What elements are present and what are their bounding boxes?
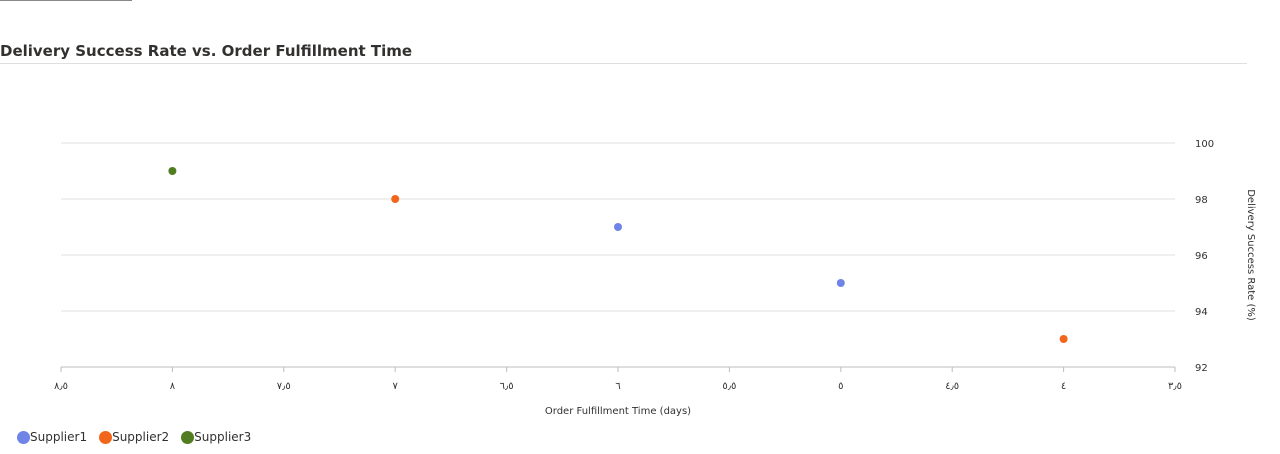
x-tick-label: ٤٫٥ bbox=[945, 381, 959, 392]
y-tick-label: 96 bbox=[1195, 251, 1208, 262]
legend-label: Supplier3 bbox=[194, 430, 252, 444]
y-tick-label: 94 bbox=[1195, 307, 1208, 318]
x-axis: ٨٫٥ ٨ ٧٫٥ ٧ ٦٫٥ ٦ ٥٫٥ ٥ ٤٫٥ ٤ ٣٫٥ bbox=[54, 367, 1182, 392]
x-tick-label: ٦ bbox=[615, 381, 620, 392]
data-point-supplier2[interactable] bbox=[391, 195, 400, 203]
data-point-supplier1[interactable] bbox=[614, 223, 622, 231]
y-axis: 92 94 96 98 100 bbox=[1195, 139, 1214, 374]
gridlines bbox=[61, 142, 1175, 368]
x-tick-label: ٨٫٥ bbox=[54, 381, 68, 392]
legend-item-supplier1[interactable]: Supplier1 bbox=[17, 430, 87, 444]
x-tick-label: ٤ bbox=[1061, 381, 1066, 392]
y-tick-label: 92 bbox=[1195, 363, 1208, 374]
legend-swatch bbox=[181, 430, 195, 444]
data-point-supplier2[interactable] bbox=[1059, 335, 1068, 343]
chart-legend: Supplier1 Supplier2 Supplier3 bbox=[17, 430, 263, 444]
page-title: Delivery Success Rate vs. Order Fulfillm… bbox=[0, 42, 413, 60]
legend-swatch bbox=[17, 430, 30, 444]
title-divider bbox=[0, 63, 1247, 64]
data-point-supplier3[interactable] bbox=[168, 167, 177, 175]
y-tick-label: 100 bbox=[1195, 139, 1214, 150]
y-axis-title: Delivery Success Rate (%) bbox=[1245, 189, 1256, 321]
x-tick-label: ٥٫٥ bbox=[722, 381, 736, 392]
x-tick-label: ٦٫٥ bbox=[500, 381, 514, 392]
x-tick-label: ٣٫٥ bbox=[1168, 381, 1182, 392]
x-tick-label: ٨ bbox=[170, 381, 176, 392]
data-point-supplier1[interactable] bbox=[836, 279, 845, 287]
top-divider bbox=[0, 0, 132, 1]
legend-label: Supplier2 bbox=[112, 430, 170, 444]
legend-swatch bbox=[99, 430, 113, 444]
y-tick-label: 98 bbox=[1195, 195, 1208, 206]
x-tick-label: ٧٫٥ bbox=[277, 381, 291, 392]
x-axis-title: Order Fulfillment Time (days) bbox=[545, 406, 691, 417]
data-points bbox=[168, 167, 1068, 343]
x-tick-label: ٥ bbox=[838, 381, 843, 392]
x-tick-label: ٧ bbox=[393, 381, 399, 392]
legend-item-supplier2[interactable]: Supplier2 bbox=[99, 430, 169, 444]
legend-item-supplier3[interactable]: Supplier3 bbox=[181, 430, 251, 444]
legend-label: Supplier1 bbox=[30, 430, 88, 444]
